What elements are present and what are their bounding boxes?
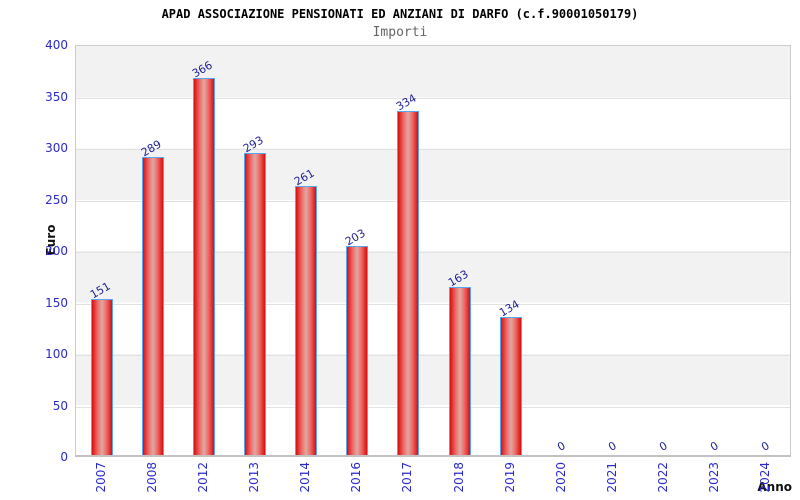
bar-value-label: 0 [606,439,619,454]
x-tick-label: 2019 [502,462,517,493]
chart-subtitle: Importi [372,25,428,40]
x-tick-label: 2016 [349,462,364,493]
bar [448,287,471,455]
x-tick-label: 2023 [707,462,722,493]
y-tick-label: 300 [45,141,68,155]
y-tick-label: 100 [45,347,68,361]
bar [499,316,522,455]
bar [192,78,215,455]
gridline [76,252,790,253]
x-tick-label: 2013 [247,462,261,493]
x-tick-label: 2020 [553,462,568,493]
bar-value-label: 0 [657,439,670,454]
gridline [76,406,790,408]
x-tick-label: 2022 [656,462,671,493]
x-tick-label: 2021 [605,462,619,493]
y-tick-label: 200 [45,244,68,258]
bar-value-label: 0 [555,439,568,454]
gridline [76,149,790,150]
bar [244,153,266,455]
bar-value-label: 0 [759,439,773,454]
bar [90,299,113,455]
gridline [76,303,790,305]
x-tick-label: 2024 [758,462,773,493]
x-axis-title: Anno [757,480,792,494]
x-tick-label: 2017 [400,462,415,493]
bar [141,157,164,455]
x-tick-label: 2008 [144,462,159,493]
gridline [76,97,790,99]
gridline [76,355,790,356]
bar [397,110,420,455]
bar-value-label: 0 [708,439,722,454]
x-tick-label: 2018 [451,462,466,493]
y-tick-label: 50 [52,398,68,413]
y-tick-label: 250 [45,192,68,207]
x-tick-label: 2012 [195,462,210,493]
y-tick-label: 350 [45,89,68,104]
chart-title: APAD ASSOCIAZIONE PENSIONATI ED ANZIANI … [161,7,639,21]
x-tick-label: 2007 [93,462,108,493]
gridline [76,200,790,202]
bar [295,186,318,455]
y-tick-label: 150 [45,295,68,310]
x-tick-label: 2014 [298,462,313,493]
plot-area: 151 289 366 293 261 203 334 163 134 0 0 0 0 0 [75,45,791,457]
bar [346,245,369,455]
y-tick-label: 400 [45,38,68,52]
y-tick-label: 0 [60,450,68,464]
